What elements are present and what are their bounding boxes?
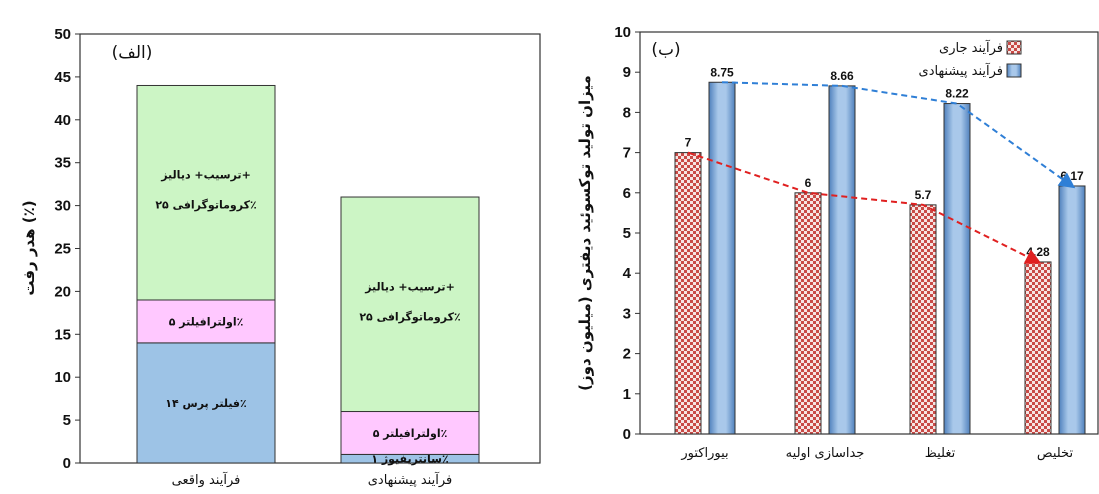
right-data-label: 5.7 <box>915 188 932 202</box>
left-y-tick-label: 50 <box>54 26 71 43</box>
left-y-axis: 0 5 10 15 20 25 30 35 40 45 50 <box>54 26 80 472</box>
right-y-tick-label: 6 <box>623 185 631 202</box>
left-segment-label: فیلتر پرس ۱۴٪ <box>165 397 246 410</box>
legend-swatch-current <box>1006 40 1022 55</box>
right-y-tick-label: 10 <box>614 24 631 41</box>
left-y-tick-label: 30 <box>54 198 71 215</box>
right-y-tick-label: 9 <box>623 64 631 81</box>
left-category-label: فرآیند واقعی <box>172 471 241 488</box>
right-y-tick-label: 0 <box>623 426 631 443</box>
right-x-axis: بیوراکتور جداسازی اولیه تغلیظ تخلیص <box>680 446 1073 461</box>
left-y-tick-label: 0 <box>63 455 71 472</box>
left-y-tick-label: 25 <box>54 241 71 258</box>
left-panel-label: (الف) <box>112 43 153 63</box>
right-trend-lines <box>687 81 1076 264</box>
left-y-tick-label: 10 <box>54 369 71 386</box>
left-y-tick-label: 35 <box>54 155 71 172</box>
left-y-tick-label: 45 <box>54 69 71 86</box>
left-segment-label: سانتریفیوژ ۱٪ <box>371 453 448 466</box>
right-bar <box>943 103 971 435</box>
right-category-label: تغلیظ <box>925 446 956 461</box>
left-segment-label: کروماتوگرافی ۲۵٪ <box>359 310 460 323</box>
left-bar-segment <box>136 299 276 344</box>
left-category-label: فرآیند پیشنهادی <box>368 471 452 488</box>
right-data-label: 8.66 <box>830 69 854 83</box>
right-data-label: 6.17 <box>1060 169 1084 183</box>
left-y-tick-label: 40 <box>54 112 71 129</box>
right-y-tick-label: 1 <box>623 386 631 403</box>
right-data-label: 8.75 <box>710 65 734 79</box>
left-segment-label: ترسیب+ دیالیز+ <box>160 169 251 182</box>
proposed-trend-line <box>721 81 1076 189</box>
left-bar-segment <box>136 342 276 464</box>
right-category-label: بیوراکتور <box>680 446 728 461</box>
right-y-tick-label: 5 <box>623 225 631 242</box>
right-bar <box>828 85 856 435</box>
legend-label-proposed: فرآیند پیشنهادی <box>919 62 1003 79</box>
right-bar <box>708 81 736 435</box>
left-segment-label: اولترافیلتر ۵٪ <box>169 315 244 328</box>
right-bar <box>1058 185 1086 435</box>
legend-label-current: فرآیند جاری <box>939 39 1003 56</box>
right-y-axis-title: میزان تولید توکسوئید دیفتری (میلیون دوز) <box>576 75 594 391</box>
left-y-axis-title: هدر رفت (٪) <box>20 200 38 295</box>
left-x-axis: فرآیند واقعی فرآیند پیشنهادی <box>172 471 453 488</box>
right-data-label: 8.22 <box>945 87 969 101</box>
right-category-label: جداسازی اولیه <box>786 446 865 461</box>
right-category-label: تخلیص <box>1037 446 1074 461</box>
right-y-tick-label: 2 <box>623 346 631 363</box>
left-bars: فیلتر پرس ۱۴٪ اولترافیلتر ۵٪ ترسیب+ دیالیز… <box>136 84 480 466</box>
right-bar <box>909 204 937 435</box>
right-y-tick-label: 8 <box>623 104 631 121</box>
right-y-tick-label: 7 <box>623 145 631 162</box>
left-bar-segment <box>136 84 276 301</box>
left-bar-segment <box>340 411 480 455</box>
right-bar <box>794 192 822 435</box>
left-segment-label: اولترافیلتر ۵٪ <box>373 427 448 440</box>
left-bar-segment <box>340 196 480 413</box>
left-segment-label: ترسیب+ دیالیز+ <box>364 280 455 293</box>
right-bar <box>1024 261 1052 435</box>
right-data-label: 6 <box>805 176 812 190</box>
legend-swatch-proposed <box>1006 63 1022 78</box>
left-y-tick-label: 5 <box>63 412 71 429</box>
right-y-tick-label: 4 <box>623 265 632 282</box>
right-y-tick-label: 3 <box>623 305 631 322</box>
left-y-tick-label: 20 <box>54 283 71 300</box>
left-segment-label: کروماتوگرافی ۲۵٪ <box>155 199 256 212</box>
right-y-axis: 0 1 2 3 4 5 6 7 8 9 10 <box>614 24 640 443</box>
right-legend: فرآیند جاری فرآیند پیشنهادی <box>919 39 1022 79</box>
right-data-label: 7 <box>685 136 692 150</box>
right-panel-label: (ب) <box>651 40 680 60</box>
right-bar <box>674 152 702 435</box>
current-trend-line <box>687 151 1042 264</box>
left-y-tick-label: 15 <box>54 326 71 343</box>
